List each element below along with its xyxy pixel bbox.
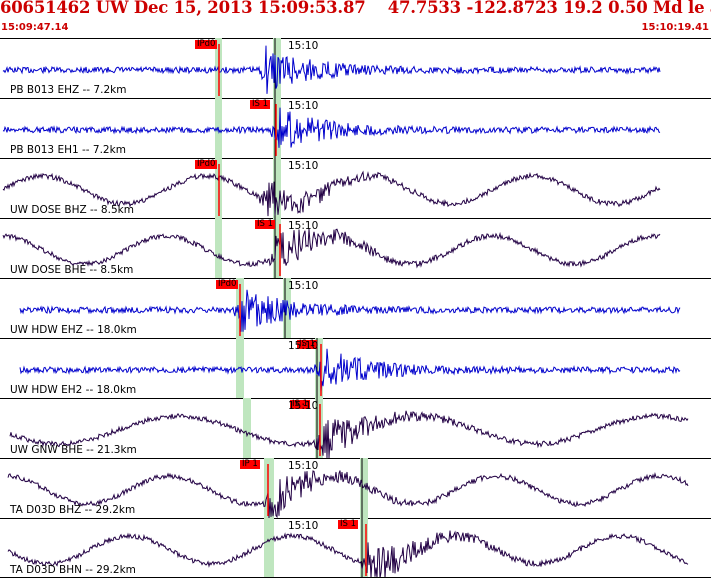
waveform-trace[interactable]	[19, 289, 681, 332]
phase-pick-label[interactable]: IS 1	[297, 339, 318, 349]
minute-tick-label: 15:10	[288, 400, 319, 412]
phase-window	[315, 338, 323, 398]
channel-label: PB B013 EH1 -- 7.2km	[10, 144, 126, 156]
waveform-trace[interactable]	[7, 530, 689, 578]
minute-tick-label: 15:10	[288, 460, 319, 472]
phase-window	[264, 518, 274, 578]
minute-tick-label: 15:10	[288, 40, 319, 52]
phase-pick-label[interactable]: IP 1	[240, 459, 260, 469]
minute-tick-label: 15:10	[288, 160, 319, 172]
phase-window	[273, 98, 281, 158]
phase-window	[215, 218, 222, 278]
channel-label: TA D03D BHZ -- 29.2km	[10, 504, 136, 516]
minute-tick-label: 15:10	[288, 340, 319, 352]
phase-window	[315, 398, 323, 458]
waveform-trace[interactable]	[2, 107, 661, 148]
channel-label: TA D03D BHN -- 29.2km	[10, 564, 136, 576]
phase-window	[360, 518, 368, 578]
phase-pick-label[interactable]: IPd0	[216, 279, 239, 289]
minute-tick-label: 15:10	[288, 520, 319, 532]
phase-pick-label[interactable]: IPd0	[195, 159, 218, 169]
phase-window	[273, 158, 281, 218]
waveform-trace[interactable]	[7, 470, 689, 519]
phase-pick-label[interactable]: IS 1	[250, 99, 271, 109]
minute-tick-label: 15:10	[288, 280, 319, 292]
phase-window	[243, 398, 251, 458]
phase-pick-label[interactable]: IS 1	[338, 519, 359, 529]
minute-tick-label: 15:10	[288, 220, 319, 232]
phase-pick-label[interactable]: IPd0	[195, 39, 218, 49]
waveform-trace[interactable]	[2, 228, 661, 269]
channel-label: UW HDW EH2 -- 18.0km	[10, 384, 137, 396]
channel-label: PB B013 EHZ -- 7.2km	[10, 84, 127, 96]
window-start-time: 15:09:47.14	[1, 22, 69, 33]
waveform-trace[interactable]	[9, 410, 689, 459]
phase-pick-label[interactable]: IS 1	[255, 219, 276, 229]
phase-window	[283, 278, 291, 338]
channel-label: UW GNW BHE -- 21.3km	[10, 444, 137, 456]
waveform-trace[interactable]	[2, 170, 661, 217]
header-bar: 60651462 UW Dec 15, 2013 15:09:53.87 47.…	[0, 0, 711, 38]
window-end-time: 15:10:19.41	[641, 22, 709, 33]
phase-window	[360, 458, 368, 518]
channel-label: UW DOSE BHZ -- 8.5km	[10, 204, 134, 216]
waveform-trace[interactable]	[2, 45, 661, 94]
channel-label: UW HDW EHZ -- 18.0km	[10, 324, 137, 336]
minute-tick-label: 15:10	[288, 100, 319, 112]
phase-window	[273, 38, 281, 98]
waveform-trace[interactable]	[19, 348, 681, 392]
phase-window	[273, 218, 281, 278]
phase-window	[264, 458, 274, 518]
event-title: 60651462 UW Dec 15, 2013 15:09:53.87 47.…	[0, 0, 711, 17]
channel-label: UW DOSE BHE -- 8.5km	[10, 264, 134, 276]
phase-pick-label[interactable]: IS 1	[290, 399, 311, 409]
